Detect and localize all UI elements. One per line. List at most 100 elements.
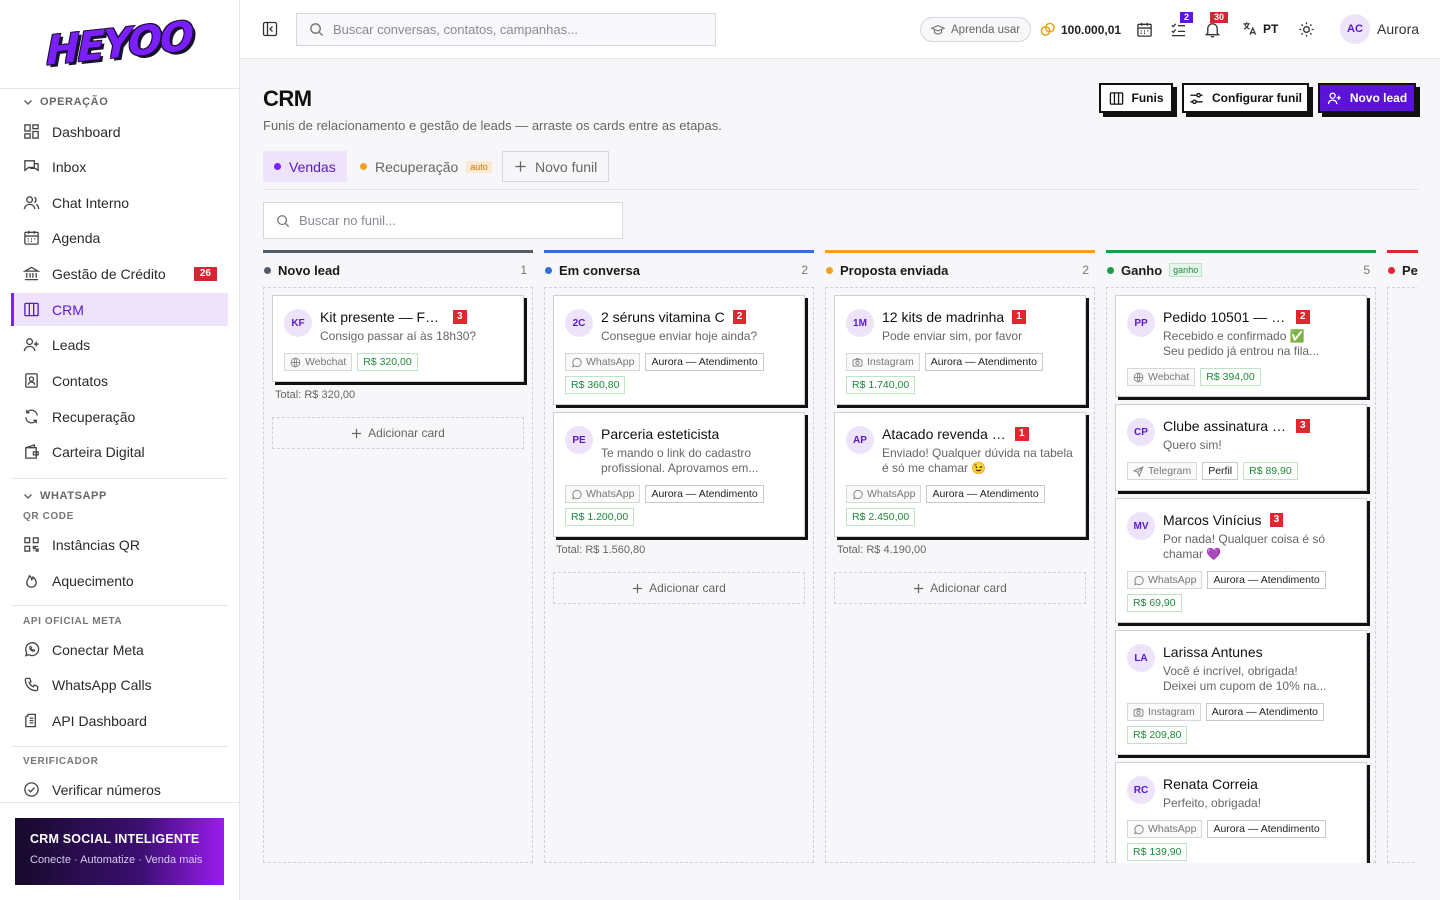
lead-card[interactable]: KF Kit presente — Fernanda 3 Consigo passar… <box>272 295 524 382</box>
calendar-icon[interactable] <box>1136 21 1153 38</box>
kanban-column[interactable]: Ganho ganho 5 PP Pedido 10501 — Pla 2 Recebido… <box>1106 250 1376 863</box>
column-header[interactable]: Ganho ganho 5 <box>1106 253 1376 287</box>
section-title: WHATSAPP <box>40 490 107 502</box>
add-card-button[interactable]: Adicionar card <box>553 572 805 604</box>
last-message: Perfeito, obrigada! <box>1163 796 1262 810</box>
column-dropzone[interactable]: PP Pedido 10501 — Pla 2 Recebido e confirma… <box>1106 287 1376 863</box>
queue-tag: Aurora — Atendimento <box>645 353 764 371</box>
add-card-label: Adicionar card <box>368 426 445 440</box>
lead-title: Kit presente — Fernanda <box>320 309 445 325</box>
sidebar-item-inbox[interactable]: Inbox <box>11 150 228 183</box>
lead-title: 12 kits de madrinha <box>882 309 1005 325</box>
lead-card[interactable]: CP Clube assinatura premium 3 Quero sim! Tel… <box>1115 404 1367 491</box>
funnel-search-input[interactable]: Buscar no funil... <box>263 202 623 239</box>
tab-dot <box>274 163 281 170</box>
queue-tag: Aurora — Atendimento <box>645 485 764 503</box>
promo-banner[interactable]: CRM SOCIAL INTELIGENTE Conecte · Automat… <box>15 818 224 885</box>
sidebar-toggle-icon[interactable] <box>262 21 278 37</box>
column-header[interactable]: Em conversa 2 <box>544 253 814 287</box>
chevron-down-icon <box>23 99 33 106</box>
sidebar-item-gestao-credito[interactable]: Gestão de Crédito 26 <box>11 257 228 290</box>
kanban-column[interactable]: Em conversa 2 2C 2 séruns vitamina C 2 Conseg… <box>544 250 814 863</box>
sidebar-item-verificar-numeros[interactable]: Verificar números <box>11 773 228 802</box>
credit-badge: 26 <box>193 267 217 281</box>
sidebar-item-api-dashboard[interactable]: API Dashboard <box>11 704 228 737</box>
add-card-button[interactable]: Adicionar card <box>272 417 524 449</box>
value-tag: R$ 394,00 <box>1200 368 1261 386</box>
theme-sun-icon[interactable] <box>1298 21 1315 38</box>
user-avatar[interactable]: AC <box>1340 14 1370 44</box>
lead-card[interactable]: 2C 2 séruns vitamina C 2 Consegue enviar ho… <box>553 295 805 405</box>
column-dropzone[interactable]: 2C 2 séruns vitamina C 2 Consegue enviar ho… <box>544 287 814 863</box>
plus-icon <box>914 583 924 593</box>
column-title: Pe <box>1402 262 1418 278</box>
column-title: Ganho <box>1121 262 1163 278</box>
column-dot <box>1107 266 1114 274</box>
column-total: Total: R$ 4.190,00 <box>837 544 927 556</box>
divider <box>0 802 239 803</box>
wallet-icon <box>25 443 39 459</box>
tab-new-funnel[interactable]: Novo funil <box>502 151 610 182</box>
language-selector[interactable]: PT <box>1242 21 1278 36</box>
kanban-column[interactable]: Proposta enviada 2 1M 12 kits de madrinha 1 P… <box>825 250 1095 863</box>
lead-card[interactable]: PP Pedido 10501 — Pla 2 Recebido e confirma… <box>1115 295 1367 397</box>
sidebar-item-agenda[interactable]: Agenda <box>11 221 228 254</box>
global-search-input[interactable]: Buscar conversas, contatos, campanhas... <box>296 13 716 46</box>
queue-tag: Aurora — Atendimento <box>924 353 1043 371</box>
column-header[interactable]: Novo lead 1 <box>263 253 533 287</box>
add-card-button[interactable]: Adicionar card <box>834 572 1086 604</box>
sidebar-item-label: Conectar Meta <box>52 641 144 658</box>
channel-tag: Webchat <box>284 353 353 371</box>
last-message: Consegue enviar hoje ainda? <box>601 329 758 343</box>
tab-recuperacao[interactable]: Recuperação auto <box>349 151 503 182</box>
lead-title: Renata Correia <box>1163 776 1258 792</box>
sidebar-item-recuperacao[interactable]: Recuperação <box>11 400 228 433</box>
logo[interactable]: HEYOO <box>0 0 239 89</box>
column-dropzone[interactable]: KF Kit presente — Fernanda 3 Consigo passar… <box>263 287 533 863</box>
lead-avatar: MV <box>1127 512 1155 540</box>
learn-button[interactable]: Aprenda usar <box>920 17 1032 42</box>
column-header[interactable]: Proposta enviada 2 <box>825 253 1095 287</box>
task-list-icon[interactable] <box>1170 21 1187 38</box>
column-header[interactable]: Pe <box>1387 253 1418 287</box>
credits-balance[interactable]: 100.000,01 <box>1040 22 1121 37</box>
sidebar-item-instancias-qr[interactable]: Instâncias QR <box>11 528 228 561</box>
configure-funnel-button[interactable]: Configurar funil <box>1182 83 1309 113</box>
language-label: PT <box>1263 21 1279 36</box>
sidebar-item-crm[interactable]: CRM <box>11 293 228 326</box>
sidebar-item-dashboard[interactable]: Dashboard <box>11 115 228 148</box>
sidebar-item-conectar-meta[interactable]: Conectar Meta <box>11 633 228 666</box>
lead-card[interactable]: MV Marcos Vinícius 3 Por nada! Qualquer coi… <box>1115 498 1367 623</box>
kanban-board[interactable]: Novo lead 1 KF Kit presente — Fernanda 3 Cons… <box>263 250 1418 863</box>
lead-card[interactable]: 1M 12 kits de madrinha 1 Pode enviar sim, p… <box>834 295 1086 405</box>
lead-card[interactable]: PE Parceria esteticista Te mando o link do… <box>553 412 805 537</box>
user-name[interactable]: Aurora <box>1377 21 1420 37</box>
sidebar-item-carteira-digital[interactable]: Carteira Digital <box>11 435 228 468</box>
sidebar-nav[interactable]: OPERAÇÃO Dashboard Inbox Chat Interno Ag… <box>0 90 240 802</box>
column-dropzone[interactable]: 1M 12 kits de madrinha 1 Pode enviar sim, p… <box>825 287 1095 863</box>
sidebar-item-leads[interactable]: Leads <box>11 328 228 361</box>
divider <box>11 746 228 747</box>
section-operacao[interactable]: OPERAÇÃO <box>23 96 108 108</box>
lead-card[interactable]: AP Atacado revenda 30 un 1 Enviado! Qualque… <box>834 412 1086 537</box>
sidebar-item-contatos[interactable]: Contatos <box>11 364 228 397</box>
kanban-column[interactable]: Pe <box>1387 250 1418 863</box>
new-lead-button[interactable]: Novo lead <box>1318 83 1416 113</box>
value-tag: R$ 1.740,00 <box>846 376 916 394</box>
phone-icon <box>24 677 39 692</box>
lead-card[interactable]: RC Renata Correia Perfeito, obrigada! Whats… <box>1115 762 1367 863</box>
sidebar-item-aquecimento[interactable]: Aquecimento <box>11 564 228 597</box>
column-dropzone[interactable] <box>1387 287 1418 863</box>
sidebar-item-chat-interno[interactable]: Chat Interno <box>11 186 228 219</box>
kanban-column[interactable]: Novo lead 1 KF Kit presente — Fernanda 3 Cons… <box>263 250 533 863</box>
section-whatsapp[interactable]: WHATSAPP <box>23 490 107 502</box>
sidebar-item-whatsapp-calls[interactable]: WhatsApp Calls <box>11 668 228 701</box>
tab-vendas[interactable]: Vendas <box>263 151 347 182</box>
channel-label: Webchat <box>1148 371 1190 383</box>
funnels-button[interactable]: Funis <box>1099 83 1173 113</box>
bell-icon[interactable] <box>1204 21 1221 38</box>
dashboard-icon <box>24 124 39 139</box>
lead-title: Clube assinatura premium <box>1163 418 1288 434</box>
lead-avatar: CP <box>1127 418 1155 446</box>
lead-card[interactable]: LA Larissa Antunes Você é incrível, obriga… <box>1115 630 1367 755</box>
